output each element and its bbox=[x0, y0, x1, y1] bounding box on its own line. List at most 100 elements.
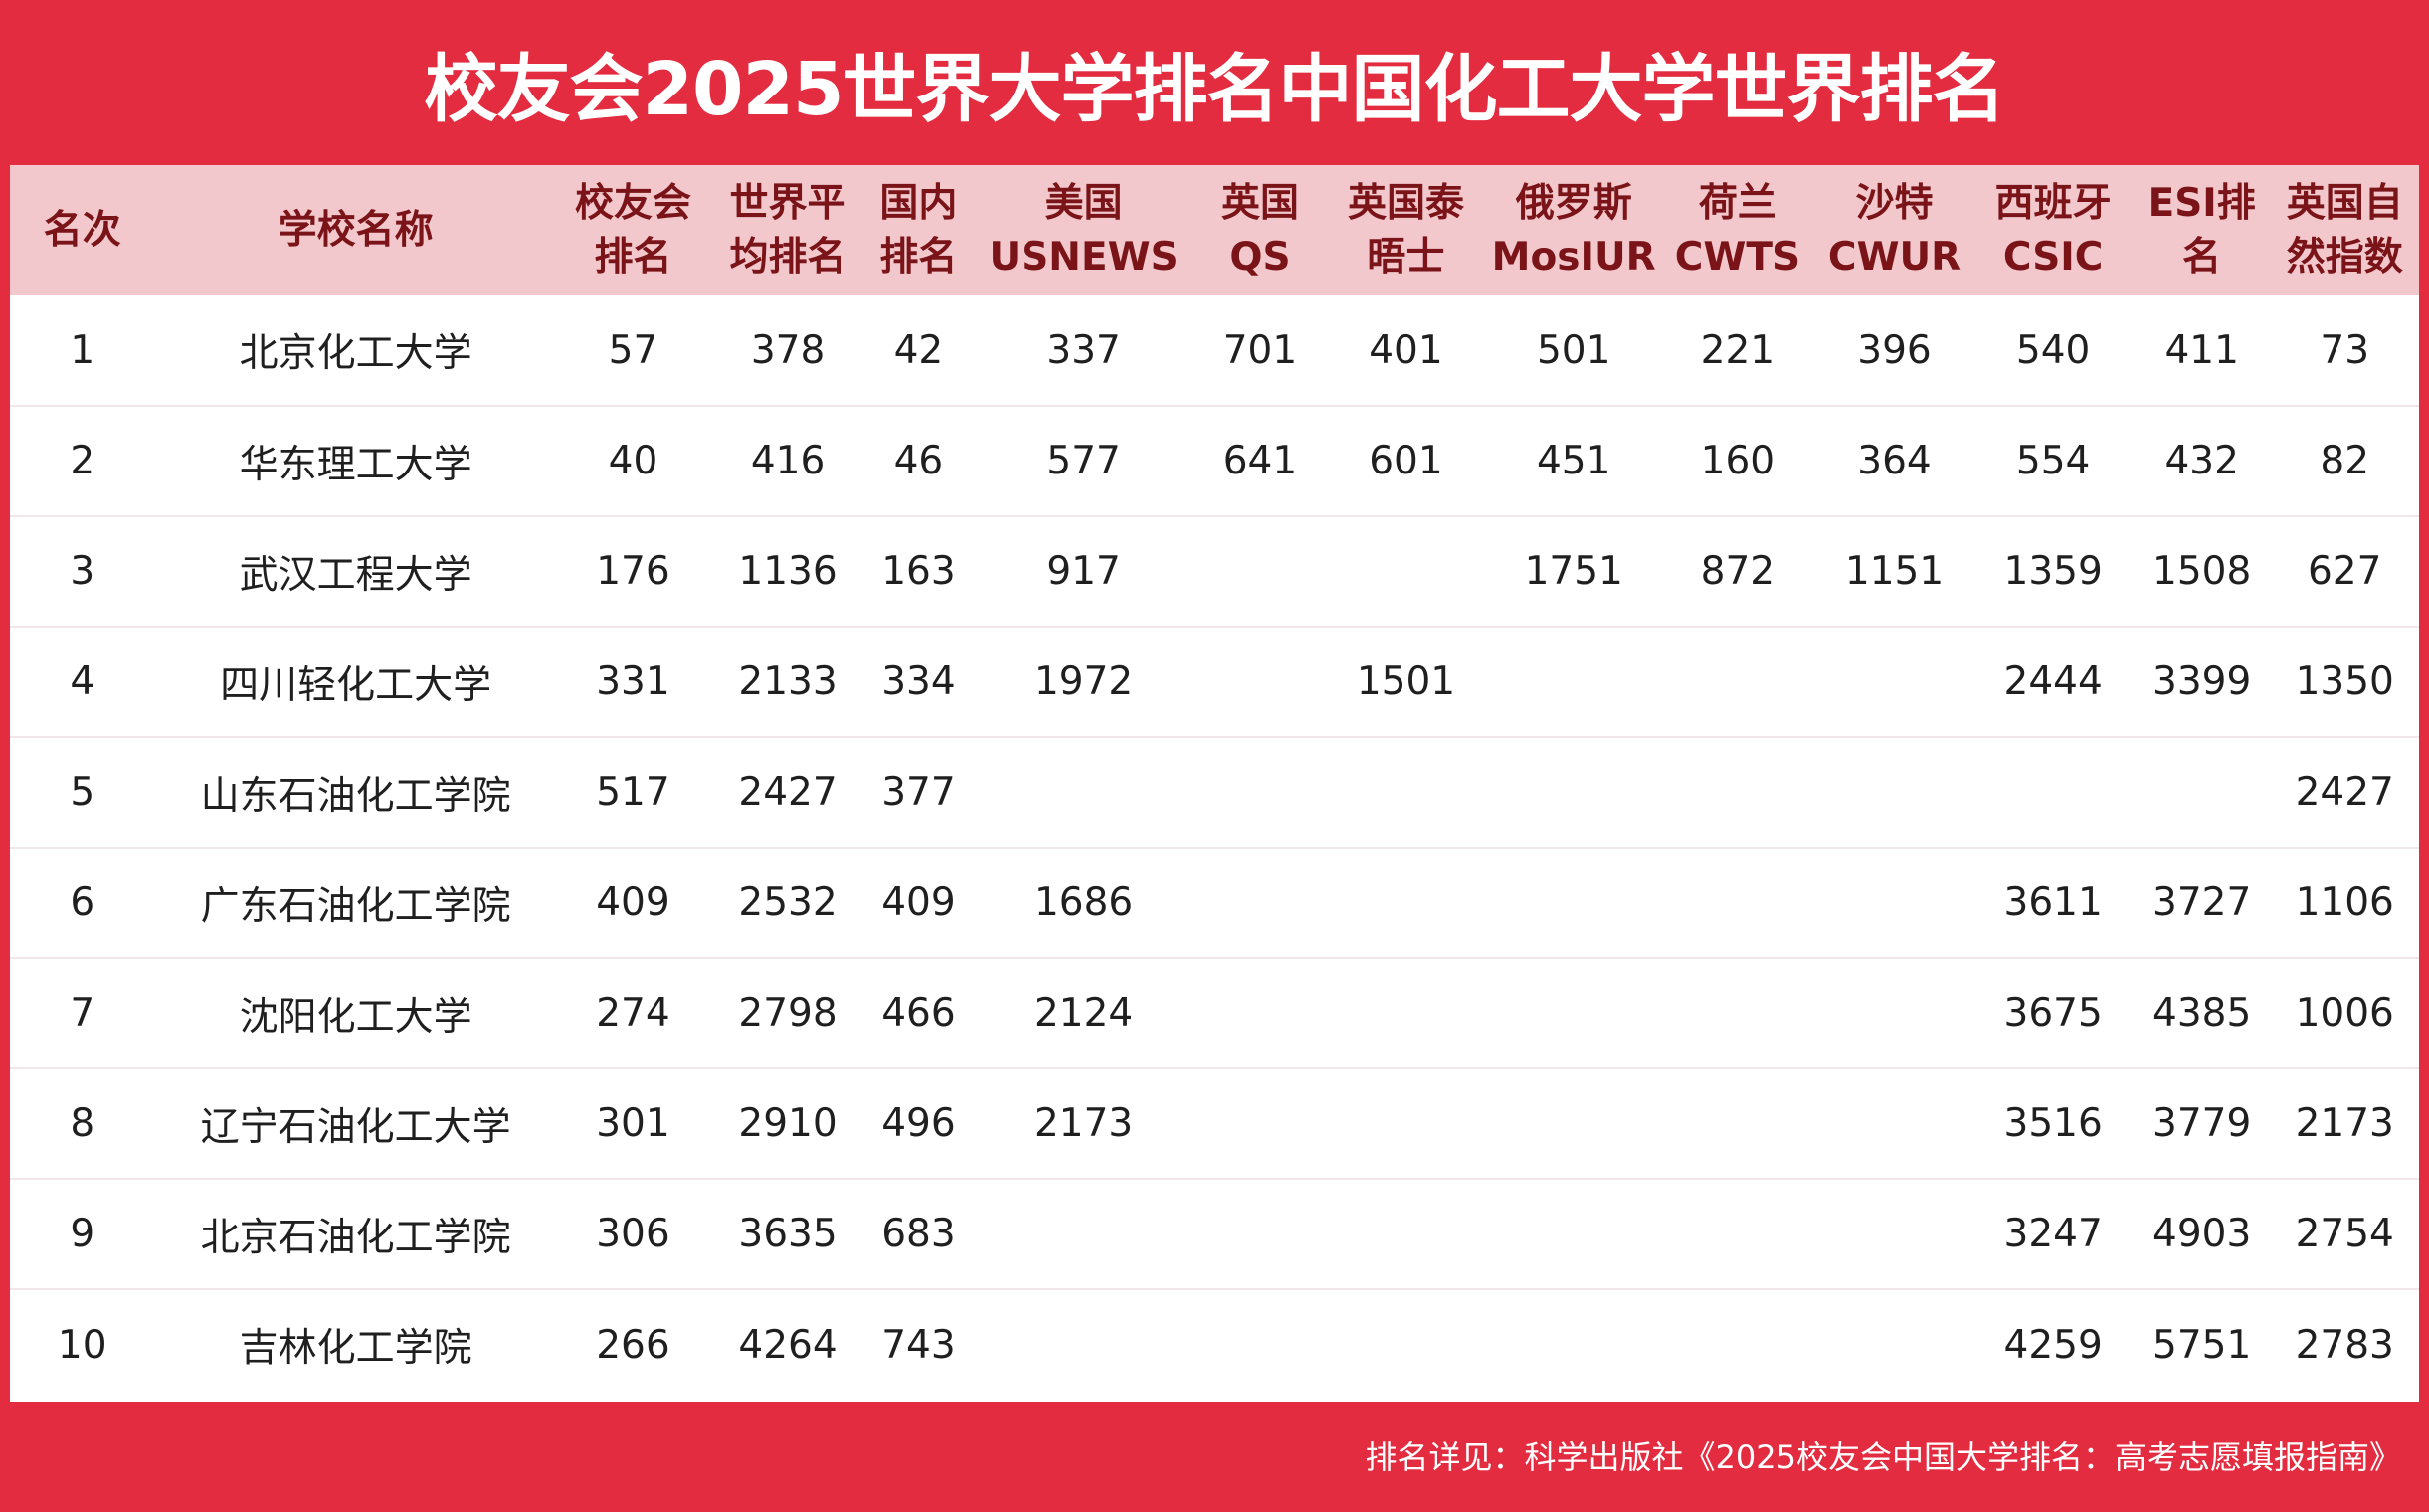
world-average-rank-cell: 2798 bbox=[709, 957, 866, 1068]
times-rank-cell: 1501 bbox=[1323, 626, 1489, 737]
table-row: 7 沈阳化工大学 274 2798 466 2124 3675 4385 1006 bbox=[10, 957, 2419, 1068]
table-row: 2 华东理工大学 40 416 46 577 641 601 451 160 364 554 432 82 bbox=[10, 405, 2419, 516]
times-rank-cell bbox=[1323, 1288, 1489, 1400]
ranking-table: 名次 学校名称 校友会 排名 世界平 均排名 国内 排名 美国 USNEWS 英国 QS 英国泰 晤士 俄罗… bbox=[10, 165, 2419, 1400]
rank-cell: 3 bbox=[10, 515, 155, 627]
mosiur-rank-cell: 501 bbox=[1536, 327, 1611, 373]
esi-rank-cell: 432 bbox=[2133, 405, 2271, 516]
rank-cell: 10 bbox=[10, 1288, 155, 1400]
header-label-line: 世界平 bbox=[729, 180, 846, 226]
domestic-rank-cell: 334 bbox=[865, 626, 971, 737]
nature-index-cell: 1006 bbox=[2270, 957, 2419, 1068]
header-label-line: 学校名称 bbox=[278, 207, 434, 253]
cwts-rank-header: 荷兰 CWTS bbox=[1659, 165, 1816, 295]
domestic-rank-cell: 163 bbox=[865, 515, 971, 627]
qs-rank-cell bbox=[1197, 1178, 1324, 1289]
esi-rank-cell: 3727 bbox=[2133, 847, 2271, 958]
nature-index-cell: 1106 bbox=[2270, 847, 2419, 958]
header-label-line: CWTS bbox=[1674, 234, 1801, 280]
cwts-rank-cell bbox=[1659, 736, 1816, 848]
mosiur-rank-cell bbox=[1488, 626, 1660, 737]
times-rank-cell: 401 bbox=[1369, 327, 1443, 373]
school-name-cell: 吉林化工学院 bbox=[154, 1288, 557, 1400]
alumni-rank-cell: 517 bbox=[556, 736, 710, 848]
rank-cell: 7 bbox=[10, 957, 155, 1068]
csic-rank-header: 西班牙 CSIC bbox=[1972, 165, 2134, 295]
world-average-rank-cell: 416 bbox=[709, 405, 866, 516]
rank-cell: 1 bbox=[70, 327, 95, 373]
domestic-rank-cell: 46 bbox=[865, 405, 971, 516]
qs-rank-cell bbox=[1197, 1067, 1324, 1179]
alumni-rank-cell: 306 bbox=[556, 1178, 710, 1289]
header-label-line: 美国 bbox=[1044, 180, 1123, 226]
page-title: 校友会2025世界大学排名中国化工大学世界排名 bbox=[424, 46, 2006, 132]
header-label-line: 俄罗斯 bbox=[1515, 180, 1632, 226]
table-body: 1 北京化工大学 57 378 42 337 701 401 501 221 396 540 411 73… bbox=[10, 295, 2419, 1400]
nature-index-header: 英国自 然指数 bbox=[2270, 165, 2419, 295]
cwur-rank-cell bbox=[1815, 847, 1973, 958]
usnews-rank-header: 美国 USNEWS bbox=[971, 165, 1197, 295]
table-row: 3 武汉工程大学 176 1136 163 917 1751 872 1151 1359 1508 6… bbox=[10, 515, 2419, 627]
header-label-line: 晤士 bbox=[1367, 234, 1445, 280]
header-label-line: USNEWS bbox=[989, 234, 1179, 280]
times-rank-cell bbox=[1323, 736, 1489, 848]
esi-rank-header: ESI排名 bbox=[2134, 165, 2270, 295]
nature-index-cell: 2173 bbox=[2270, 1067, 2419, 1179]
csic-rank-cell: 3611 bbox=[1972, 847, 2134, 958]
times-rank-cell bbox=[1323, 515, 1489, 627]
qs-rank-cell bbox=[1197, 1288, 1324, 1400]
world-average-rank-cell: 378 bbox=[750, 327, 826, 373]
csic-rank-cell: 1359 bbox=[1972, 515, 2134, 627]
cwur-rank-cell: 396 bbox=[1857, 327, 1932, 373]
times-rank-header: 英国泰 晤士 bbox=[1324, 165, 1489, 295]
mosiur-rank-cell bbox=[1488, 847, 1660, 958]
mosiur-rank-header: 俄罗斯 MosIUR bbox=[1488, 165, 1659, 295]
world-average-rank-cell: 3635 bbox=[709, 1178, 866, 1289]
times-rank-cell bbox=[1323, 957, 1489, 1068]
header-label-line: MosIUR bbox=[1491, 234, 1656, 280]
times-rank-cell bbox=[1323, 1067, 1489, 1179]
rank-cell: 2 bbox=[10, 405, 155, 516]
esi-rank-cell: 3779 bbox=[2133, 1067, 2271, 1179]
nature-index-cell: 2783 bbox=[2270, 1288, 2419, 1400]
qs-rank-header: 英国 QS bbox=[1197, 165, 1323, 295]
header-label-line: 英国 bbox=[1220, 180, 1299, 226]
table-row: 4 四川轻化工大学 331 2133 334 1972 1501 2444 3399 1350 bbox=[10, 626, 2419, 737]
cwts-rank-cell bbox=[1659, 1067, 1816, 1179]
header-label-line: CSIC bbox=[2002, 234, 2104, 280]
school-name-cell: 北京化工大学 bbox=[239, 331, 472, 376]
cwts-rank-cell bbox=[1659, 847, 1816, 958]
rank-cell: 5 bbox=[10, 736, 155, 848]
header-label-line: 英国泰 bbox=[1347, 180, 1464, 226]
cwur-rank-cell: 364 bbox=[1815, 405, 1973, 516]
cwts-rank-cell: 872 bbox=[1659, 515, 1816, 627]
usnews-rank-cell: 2124 bbox=[970, 957, 1198, 1068]
source-note: 排名详见：科学出版社《2025校友会中国大学排名：高考志愿填报指南》 bbox=[1365, 1438, 2401, 1476]
esi-rank-cell: 5751 bbox=[2133, 1288, 2271, 1400]
ranking-table-panel: 名次 学校名称 校友会 排名 世界平 均排名 国内 排名 美国 USNEWS 英国 QS 英国泰 晤士 俄罗… bbox=[10, 165, 2419, 1402]
table-row: 6 广东石油化工学院 409 2532 409 1686 3611 3727 1106 bbox=[10, 847, 2419, 958]
cwur-rank-cell: 1151 bbox=[1815, 515, 1973, 627]
world-average-rank-cell: 2532 bbox=[709, 847, 866, 958]
domestic-rank-cell: 377 bbox=[865, 736, 971, 848]
usnews-rank-cell: 337 bbox=[1046, 327, 1121, 373]
qs-rank-cell bbox=[1197, 626, 1324, 737]
school-name-cell: 辽宁石油化工大学 bbox=[154, 1067, 557, 1179]
cwts-rank-cell bbox=[1659, 626, 1816, 737]
csic-rank-cell: 540 bbox=[2015, 327, 2091, 373]
esi-rank-cell: 411 bbox=[2164, 327, 2239, 373]
domestic-rank-cell: 409 bbox=[865, 847, 971, 958]
cwur-rank-cell bbox=[1815, 1067, 1973, 1179]
header-label-line: QS bbox=[1229, 234, 1291, 280]
rank-header: 名次 bbox=[10, 165, 155, 295]
rank-cell: 8 bbox=[10, 1067, 155, 1179]
usnews-rank-cell: 1972 bbox=[970, 626, 1198, 737]
esi-rank-cell: 4903 bbox=[2133, 1178, 2271, 1289]
esi-rank-cell: 3399 bbox=[2133, 626, 2271, 737]
table-row: 10 吉林化工学院 266 4264 743 4259 5751 2783 bbox=[10, 1288, 2419, 1400]
usnews-rank-cell: 1686 bbox=[970, 847, 1198, 958]
world-average-rank-header: 世界平 均排名 bbox=[709, 165, 866, 295]
table-row: 8 辽宁石油化工大学 301 2910 496 2173 3516 3779 2173 bbox=[10, 1067, 2419, 1179]
cwts-rank-cell bbox=[1659, 1178, 1816, 1289]
domestic-rank-header: 国内 排名 bbox=[866, 165, 971, 295]
